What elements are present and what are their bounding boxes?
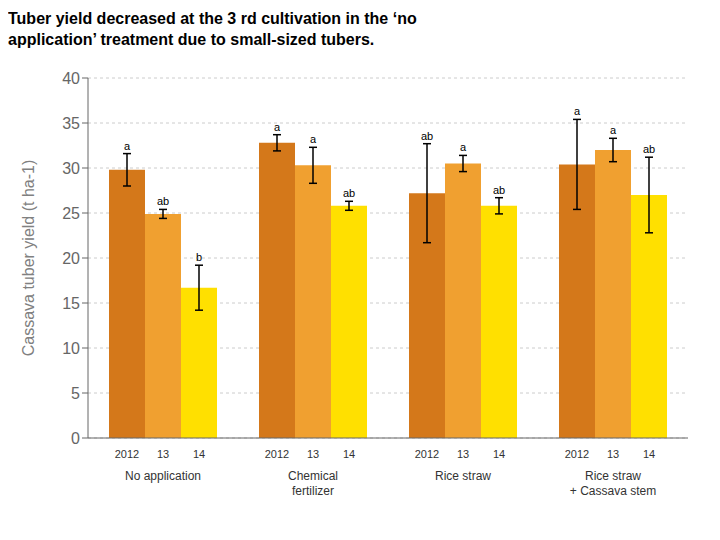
svg-text:Chemical: Chemical xyxy=(288,469,338,483)
svg-text:14: 14 xyxy=(343,448,355,460)
svg-text:2012: 2012 xyxy=(415,448,439,460)
svg-text:a: a xyxy=(460,141,467,153)
svg-text:10: 10 xyxy=(62,340,80,357)
svg-text:Rice straw: Rice straw xyxy=(435,469,491,483)
svg-text:35: 35 xyxy=(62,115,80,132)
svg-text:2012: 2012 xyxy=(115,448,139,460)
svg-text:25: 25 xyxy=(62,205,80,222)
html-text:Tuber yield decreased at the 3: Tuber yield decreased at the 3 rd cultiv… xyxy=(8,10,417,27)
svg-text:No application: No application xyxy=(125,469,201,483)
svg-text:ab: ab xyxy=(343,187,355,199)
svg-text:ab: ab xyxy=(421,130,433,142)
svg-text:+ Cassava stem: + Cassava stem xyxy=(570,484,656,498)
svg-text:a: a xyxy=(310,133,317,145)
svg-text:40: 40 xyxy=(62,70,80,87)
svg-text:2012: 2012 xyxy=(265,448,289,460)
svg-text:Cassava tuber yield (t ha-1): Cassava tuber yield (t ha-1) xyxy=(20,160,37,357)
svg-text:ab: ab xyxy=(643,143,655,155)
svg-text:a: a xyxy=(124,140,131,152)
svg-text:a: a xyxy=(274,121,281,133)
svg-text:15: 15 xyxy=(62,295,80,312)
svg-text:14: 14 xyxy=(493,448,505,460)
svg-text:b: b xyxy=(196,251,202,263)
svg-text:30: 30 xyxy=(62,160,80,177)
svg-text:13: 13 xyxy=(307,448,319,460)
svg-text:a: a xyxy=(610,124,617,136)
svg-text:fertilizer: fertilizer xyxy=(292,484,334,498)
svg-text:Rice straw: Rice straw xyxy=(585,469,641,483)
svg-text:5: 5 xyxy=(71,385,80,402)
svg-text:13: 13 xyxy=(457,448,469,460)
svg-text:14: 14 xyxy=(643,448,655,460)
svg-text:ab: ab xyxy=(157,195,169,207)
svg-text:0: 0 xyxy=(71,430,80,447)
svg-text:13: 13 xyxy=(157,448,169,460)
svg-text:2012: 2012 xyxy=(565,448,589,460)
html-text:application’ treatment due to: application’ treatment due to small-size… xyxy=(8,31,375,48)
svg-text:ab: ab xyxy=(493,184,505,196)
svg-text:14: 14 xyxy=(193,448,205,460)
svg-text:20: 20 xyxy=(62,250,80,267)
svg-text:a: a xyxy=(574,105,581,117)
svg-text:13: 13 xyxy=(607,448,619,460)
